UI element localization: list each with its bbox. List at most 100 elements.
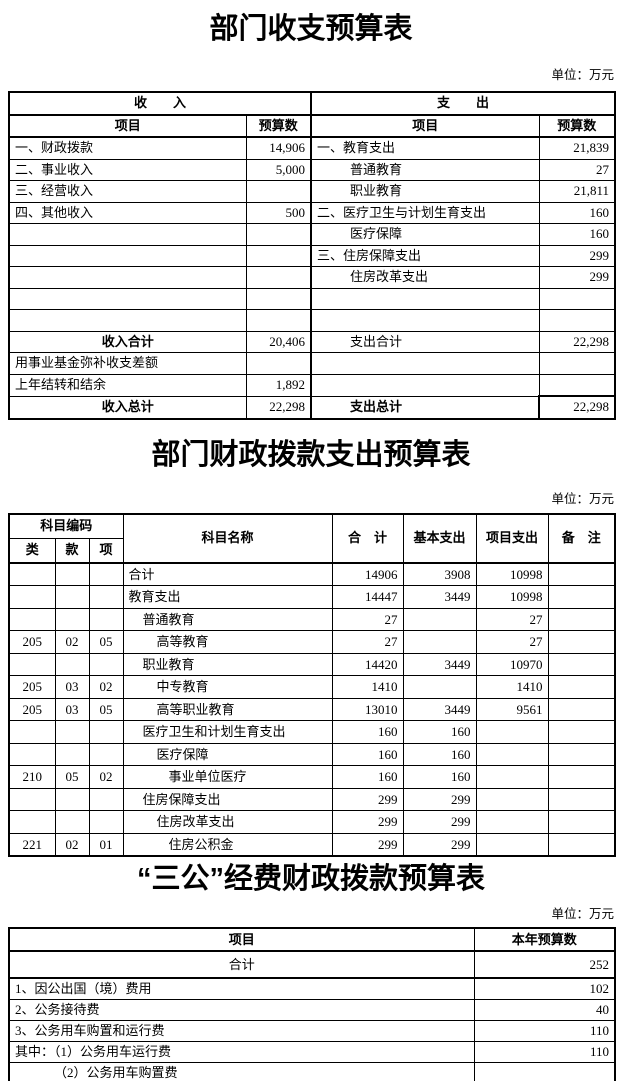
- income-section-header: 收 入: [8, 91, 313, 116]
- income-value-cell: 500: [245, 201, 313, 224]
- item-cell: （2）公务用车购置费: [8, 1062, 475, 1081]
- table-row: 上年结转和结余 1,892: [8, 373, 616, 397]
- table-row: 教育支出 14447 3449 10998: [8, 585, 616, 609]
- project-expense-cell: 10970: [475, 652, 549, 676]
- table3-unit-label: 单位：万元: [551, 907, 614, 921]
- table1-title: 部门收支预算表: [209, 13, 413, 45]
- subject-name-cell: 教育支出: [122, 585, 333, 609]
- table1-section-header-row: 收 入 支 出: [8, 91, 616, 116]
- expense-item-cell: 一、教育支出: [310, 136, 540, 160]
- basic-expense-cell: 299: [402, 832, 477, 857]
- annual-budget-header: 本年预算数: [473, 927, 616, 952]
- expense-value-cell: [538, 309, 616, 332]
- code-class-cell: [8, 810, 56, 834]
- income-subtotal-label: 收入合计: [8, 330, 247, 353]
- item-cell: 1、因公出国（境）费用: [8, 977, 475, 1000]
- basic-expense-cell: 3449: [402, 697, 477, 721]
- expense-value-cell: [538, 373, 616, 397]
- code-section-cell: [54, 810, 90, 834]
- code-section-cell: [54, 787, 90, 811]
- table-row: 四、其他收入 500 二、医疗卫生与计划生育支出 160: [8, 201, 616, 224]
- expense-value-cell: [538, 287, 616, 310]
- income-value-cell: 5,000: [245, 158, 313, 181]
- code-item-cell: [88, 720, 124, 744]
- remark-cell: [547, 697, 616, 721]
- expense-value-cell: 160: [538, 223, 616, 246]
- project-expense-cell: [475, 765, 549, 789]
- table2-unit-label: 单位：万元: [551, 491, 614, 506]
- grand-total-row: 收入总计 22,298 支出总计 22,298: [8, 395, 617, 420]
- remark-header: 备 注: [547, 513, 616, 564]
- basic-expense-cell: 299: [402, 810, 477, 834]
- project-expense-header: 项目支出: [475, 513, 549, 564]
- section-header: 款: [54, 537, 90, 564]
- expense-item-cell: 住房改革支出: [310, 266, 540, 289]
- subject-name-cell: 合计: [122, 562, 333, 586]
- code-item-cell: [88, 742, 124, 766]
- code-section-cell: [54, 562, 90, 586]
- expense-value-cell: 21,839: [538, 136, 616, 160]
- remark-cell: [547, 742, 616, 766]
- code-class-cell: [8, 787, 56, 811]
- expense-item-cell: 二、医疗卫生与计划生育支出: [310, 201, 540, 224]
- remark-cell: [547, 787, 616, 811]
- total-value: 252: [473, 950, 616, 979]
- table-row: 三、住房保障支出 299: [8, 244, 616, 267]
- project-expense-cell: 10998: [475, 585, 549, 609]
- code-item-cell: [88, 652, 124, 676]
- project-expense-cell: 9561: [475, 697, 549, 721]
- code-class-cell: 210: [8, 765, 56, 789]
- subject-name-cell: 高等职业教育: [122, 697, 333, 721]
- total-header: 合 计: [331, 513, 404, 564]
- table-row: 1、因公出国（境）费用 102: [8, 977, 616, 1000]
- income-item-cell: [8, 287, 247, 310]
- income-total-row: 收入合计 20,406 支出合计 22,298: [8, 330, 616, 353]
- expense-item-cell: [310, 352, 540, 375]
- remark-cell: [547, 810, 616, 834]
- expense-value-cell: 299: [538, 266, 616, 289]
- table-row: 用事业基金弥补收支差额: [8, 352, 616, 375]
- subject-name-cell: 住房保障支出: [122, 787, 333, 811]
- subject-name-cell: 医疗卫生和计划生育支出: [122, 720, 333, 744]
- income-item-cell: [8, 266, 247, 289]
- table-row: 普通教育 27 27: [8, 607, 616, 631]
- expense-item-cell: 医疗保障: [310, 223, 540, 246]
- code-item-cell: 05: [88, 630, 124, 654]
- table-row: 住房改革支出 299 299: [8, 810, 616, 834]
- subject-name-cell: 住房公积金: [122, 832, 333, 857]
- project-expense-cell: 1410: [475, 675, 549, 699]
- code-item-cell: [88, 787, 124, 811]
- item-cell: 其中：（1）公务用车运行费: [8, 1041, 475, 1063]
- table2-header-row-2: 类 款 项: [8, 537, 615, 564]
- code-section-cell: 05: [54, 765, 90, 789]
- income-budget-header: 预算数: [245, 114, 313, 138]
- expense-value-cell: [538, 352, 616, 375]
- table2-title: 部门财政拨款支出预算表: [151, 438, 471, 471]
- class-header: 类: [8, 537, 56, 564]
- income-expense-budget-table: 收 入 支 出 项目 预算数 项目 预算数 一、财政拨款 14,906 一、教育…: [8, 91, 617, 420]
- total-cell: 299: [331, 810, 404, 834]
- remark-cell: [547, 585, 616, 609]
- remark-cell: [547, 652, 616, 676]
- code-item-cell: 05: [88, 697, 124, 721]
- subject-name-cell: 住房改革支出: [122, 810, 333, 834]
- expense-subtotal-label: 支出合计: [310, 330, 540, 353]
- project-expense-cell: [475, 787, 549, 811]
- income-value-cell: [245, 180, 313, 203]
- total-row: 合计 252: [8, 950, 616, 979]
- expense-section-header: 支 出: [310, 91, 616, 116]
- income-grand-total-value: 22,298: [245, 395, 313, 419]
- code-section-cell: 02: [54, 630, 90, 654]
- table2-header-row-1: 科目编码 科目名称 合 计 基本支出 项目支出 备 注: [8, 513, 616, 564]
- remark-cell: [547, 765, 616, 789]
- subject-name-cell: 职业教育: [122, 652, 333, 676]
- table-row: 205 03 02 中专教育 1410 1410: [8, 675, 616, 699]
- income-subtotal-value: 20,406: [245, 330, 313, 353]
- income-value-cell: [245, 223, 313, 246]
- value-cell: 110: [473, 1041, 616, 1063]
- project-expense-cell: [475, 810, 549, 834]
- income-value-cell: [245, 244, 313, 267]
- code-section-cell: [54, 585, 90, 609]
- table-row: 医疗保障 160 160: [8, 742, 616, 766]
- total-cell: 14447: [331, 585, 404, 609]
